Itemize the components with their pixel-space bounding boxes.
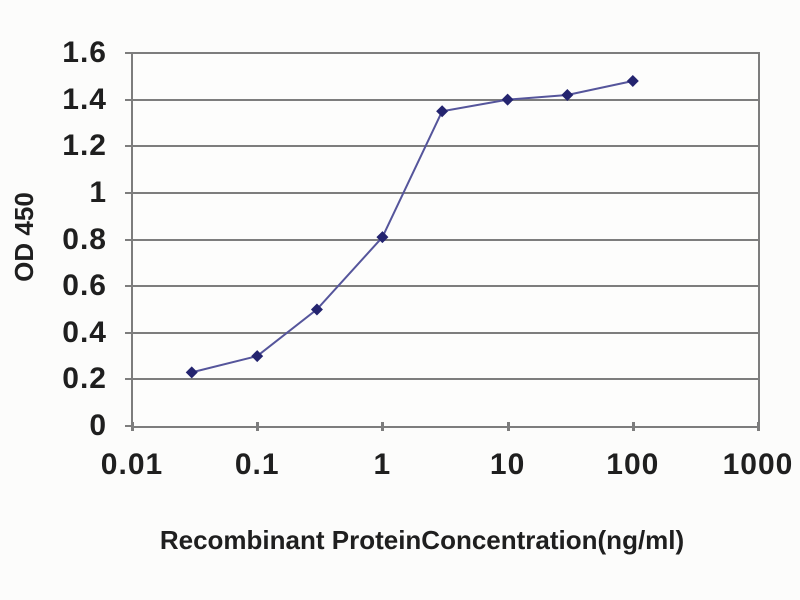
y-tick-label: 1.4 [62, 82, 107, 116]
y-tick-label: 1 [89, 175, 107, 209]
x-tick-mark [757, 422, 760, 431]
y-tick-label: 1.2 [62, 129, 107, 163]
y-tick-label: 0.4 [62, 315, 107, 349]
y-tick-mark [125, 425, 132, 427]
y-tick-mark [125, 98, 132, 101]
x-tick-label: 1000 [722, 448, 794, 481]
y-tick-label: 0 [89, 409, 107, 442]
y-tick-mark [125, 191, 132, 194]
x-axis-title: Recombinant ProteinConcentration(ng/ml) [159, 525, 685, 555]
x-tick-label: 10 [489, 448, 526, 481]
y-tick-mark [125, 331, 132, 334]
x-tick-mark [131, 422, 134, 431]
x-tick-label: 0.01 [100, 448, 164, 481]
y-gridline [132, 331, 758, 334]
y-gridline [132, 191, 758, 194]
x-tick-mark [256, 422, 260, 431]
x-tick-mark [381, 422, 385, 431]
x-tick-label: 0.1 [234, 448, 280, 481]
y-gridline [132, 238, 758, 241]
y-tick-mark [125, 285, 132, 288]
x-tick-label: 100 [606, 448, 660, 481]
y-tick-label: 0.8 [62, 222, 107, 256]
y-gridline [132, 378, 758, 381]
y-tick-mark [125, 52, 132, 54]
x-tick-mark [506, 422, 510, 431]
y-tick-label: 0.2 [62, 362, 107, 396]
y-tick-label: 1.6 [62, 36, 107, 69]
x-tick-label: 1 [373, 448, 392, 481]
y-axis-title: OD 450 [9, 192, 39, 282]
x-tick-mark [631, 422, 635, 431]
y-tick-label: 0.6 [62, 269, 107, 303]
y-tick-mark [125, 145, 132, 148]
y-gridline [132, 98, 758, 101]
y-tick-mark [125, 378, 132, 381]
y-tick-mark [125, 238, 132, 241]
y-gridline [132, 145, 758, 148]
y-gridline [132, 285, 758, 288]
